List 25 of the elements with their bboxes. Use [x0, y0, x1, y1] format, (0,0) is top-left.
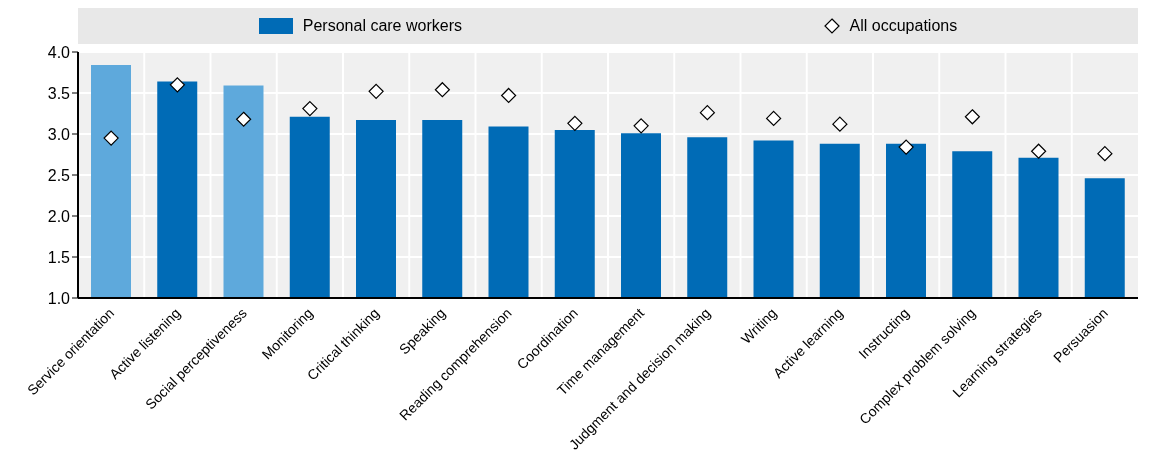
legend-label: Personal care workers [302, 17, 462, 35]
point [766, 110, 782, 127]
y-tick-label: 1.5 [47, 248, 71, 266]
legend-label: All occupations [849, 17, 958, 35]
point [1031, 143, 1047, 159]
y-tick-label: 2.0 [47, 207, 71, 225]
point [898, 139, 914, 155]
point [1097, 146, 1113, 162]
point [501, 87, 517, 104]
y-tick-label: 3.0 [47, 125, 71, 143]
point [633, 118, 649, 134]
point [567, 115, 583, 131]
point [169, 77, 185, 93]
y-tick-label: 1.0 [47, 289, 71, 307]
y-tick-label: 4.0 [47, 43, 71, 61]
y-tick-label: 3.5 [47, 84, 71, 102]
point [964, 109, 980, 125]
point [699, 105, 715, 121]
point [103, 130, 119, 146]
point [832, 116, 848, 132]
point [434, 82, 450, 98]
point [368, 83, 384, 99]
point [236, 111, 252, 127]
point [302, 100, 318, 117]
y-tick-label: 2.5 [47, 166, 71, 184]
